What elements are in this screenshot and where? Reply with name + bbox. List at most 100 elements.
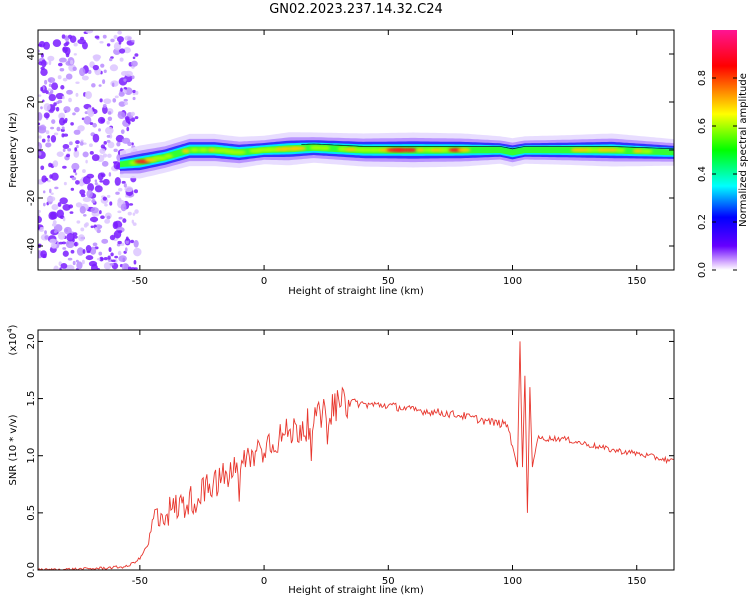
- noise-blob: [69, 141, 73, 146]
- ridge-centerline: [301, 143, 674, 150]
- noise-blob: [41, 59, 47, 68]
- noise-blob: [57, 100, 63, 104]
- noise-blob: [112, 221, 119, 230]
- spectrogram-xtick-label: -50: [132, 276, 148, 287]
- noise-blob: [40, 106, 43, 110]
- spectrogram-ytick-label: -40: [26, 238, 37, 254]
- noise-blob: [134, 53, 139, 57]
- noise-blob: [72, 66, 77, 72]
- noise-blob: [94, 182, 98, 186]
- snr-ytick-label: 1.0: [26, 448, 37, 464]
- noise-blob: [82, 169, 86, 173]
- noise-blob: [56, 126, 61, 132]
- noise-blob: [127, 141, 132, 147]
- noise-blob: [91, 83, 96, 88]
- colorbar-tick-label: 0.0: [697, 262, 708, 278]
- noise-blob: [103, 262, 112, 270]
- noise-blob: [76, 247, 84, 256]
- noise-blob: [124, 247, 128, 252]
- noise-blob: [59, 267, 62, 270]
- spectrogram-xtick-label: 50: [382, 276, 395, 287]
- noise-blob: [73, 53, 77, 56]
- noise-blob: [107, 111, 112, 115]
- noise-blob: [85, 30, 94, 34]
- snr-xtick-label: 0: [261, 576, 267, 587]
- noise-blob: [132, 222, 137, 226]
- noise-blob: [62, 165, 67, 169]
- noise-blob: [80, 227, 85, 232]
- noise-blob: [56, 151, 64, 157]
- ridge-hotspot: [230, 150, 246, 155]
- noise-blob: [38, 125, 47, 131]
- noise-blob: [92, 242, 98, 247]
- noise-blob: [115, 191, 120, 195]
- noise-blob: [102, 104, 107, 109]
- noise-blob: [38, 122, 41, 126]
- noise-blob: [70, 187, 75, 191]
- noise-blob: [124, 116, 130, 121]
- noise-blob: [123, 78, 127, 82]
- noise-blob: [41, 138, 46, 143]
- noise-blob: [67, 147, 72, 152]
- snr-line: [38, 341, 674, 570]
- noise-blob: [112, 98, 117, 103]
- noise-blob: [68, 97, 72, 103]
- noise-blob: [100, 144, 106, 149]
- noise-blob: [109, 234, 116, 241]
- noise-blob: [82, 249, 86, 254]
- noise-blob: [79, 141, 84, 146]
- noise-blob: [62, 250, 69, 257]
- noise-blob: [132, 56, 136, 60]
- ridge-hotspot: [319, 146, 331, 151]
- snr-frame: [37, 329, 675, 571]
- noise-blob: [109, 133, 113, 139]
- noise-blob: [70, 249, 75, 254]
- ridge-hotspots: [129, 145, 653, 165]
- noise-blob: [118, 101, 126, 107]
- noise-blob: [99, 40, 104, 44]
- noise-blob: [85, 255, 94, 261]
- snr-scale-exp: 4: [6, 328, 14, 333]
- noise-blob: [61, 126, 65, 130]
- noise-blob: [106, 120, 110, 125]
- noise-blob: [121, 180, 126, 184]
- noise-blob: [38, 209, 41, 214]
- noise-blob: [48, 60, 52, 66]
- noise-blob: [123, 98, 128, 102]
- noise-blob: [62, 77, 68, 82]
- noise-blob: [98, 84, 102, 87]
- noise-blob: [53, 102, 57, 107]
- noise-blob: [63, 181, 67, 186]
- spectrogram-ylabel: Frequency (Hz): [8, 112, 19, 188]
- noise-blob: [53, 230, 58, 234]
- noise-blob: [76, 220, 81, 224]
- noise-blob: [60, 263, 68, 269]
- noise-blob: [91, 154, 100, 162]
- noise-blob: [79, 206, 86, 214]
- noise-blob: [70, 122, 74, 126]
- noise-blob: [47, 179, 51, 183]
- noise-blob: [96, 257, 101, 261]
- noise-blob: [62, 46, 68, 54]
- noise-blob: [125, 239, 129, 244]
- noise-blob: [102, 153, 108, 158]
- ridge-hotspot: [189, 148, 200, 152]
- noise-blob: [131, 142, 134, 146]
- noise-blob: [124, 186, 134, 193]
- noise-blob: [52, 160, 59, 168]
- noise-blob: [100, 215, 105, 220]
- colorbar-ticks: 0.0 0.2 0.4 0.6 0.8: [697, 70, 737, 278]
- spectrogram-ytick-label: 40: [26, 48, 37, 61]
- noise-blob: [121, 263, 130, 270]
- noise-blob: [94, 35, 100, 39]
- snr-xtick-label: 150: [627, 576, 646, 587]
- spectrogram-xtick-label: 0: [261, 276, 267, 287]
- noise-blob: [106, 215, 111, 220]
- noise-blob: [96, 229, 101, 234]
- noise-blob: [101, 238, 109, 244]
- noise-blob: [50, 242, 57, 249]
- ridge-hotspot: [640, 149, 653, 154]
- ridge-hotspot: [309, 145, 323, 150]
- noise-blob: [79, 67, 86, 77]
